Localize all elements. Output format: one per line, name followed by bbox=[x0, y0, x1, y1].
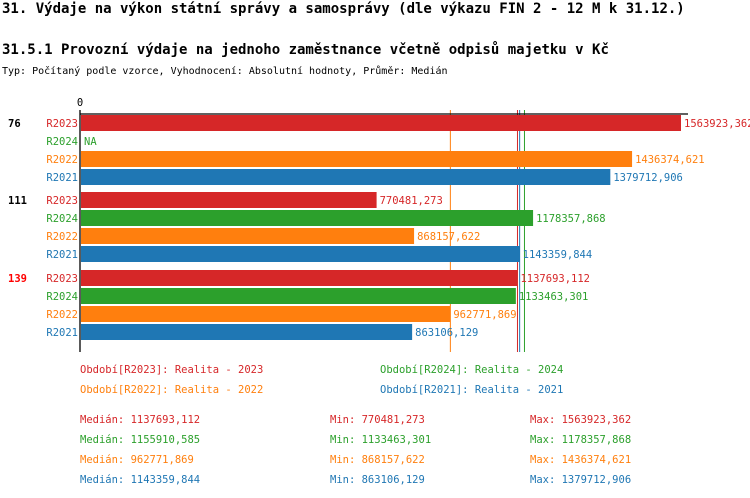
bar-R2021 bbox=[81, 324, 413, 340]
chart-subtitle: 31.5.1 Provozní výdaje na jednoho zaměst… bbox=[2, 42, 609, 58]
legend-item: Období[R2021]: Realita - 2021 bbox=[380, 384, 563, 396]
stat-max: Max: 1379712,906 bbox=[530, 474, 631, 486]
bar-R2021 bbox=[81, 169, 611, 185]
series-label: R2023 bbox=[46, 273, 78, 285]
data-label: 770481,273 bbox=[380, 195, 443, 207]
stat-min: Min: 770481,273 bbox=[330, 414, 425, 426]
page-title: 31. Výdaje na výkon státní správy a samo… bbox=[2, 1, 685, 17]
bar-R2024 bbox=[81, 288, 516, 304]
stat-min: Min: 1133463,301 bbox=[330, 434, 431, 446]
stat-max: Max: 1563923,362 bbox=[530, 414, 631, 426]
legend-item: Období[R2024]: Realita - 2024 bbox=[380, 364, 563, 376]
legend-item: Období[R2022]: Realita - 2022 bbox=[80, 384, 263, 396]
series-label: R2023 bbox=[46, 118, 78, 130]
bar-R2023 bbox=[81, 270, 518, 286]
bar-R2023 bbox=[81, 115, 681, 131]
data-label: NA bbox=[84, 136, 97, 148]
legend-item: Období[R2023]: Realita - 2023 bbox=[80, 364, 263, 376]
stat-median: Medián: 962771,869 bbox=[80, 454, 194, 466]
series-label: R2021 bbox=[46, 172, 78, 184]
data-label: 1133463,301 bbox=[519, 291, 589, 303]
bar-R2022 bbox=[81, 306, 451, 322]
series-label: R2021 bbox=[46, 249, 78, 261]
series-label: R2022 bbox=[46, 309, 78, 321]
data-label: 868157,622 bbox=[417, 231, 480, 243]
group-label: 76 bbox=[8, 118, 21, 130]
data-label: 1137693,112 bbox=[520, 273, 590, 285]
stat-median: Medián: 1143359,844 bbox=[80, 474, 200, 486]
series-label: R2024 bbox=[46, 213, 78, 225]
stat-max: Max: 1436374,621 bbox=[530, 454, 631, 466]
x-tick-label: 0 bbox=[77, 97, 83, 109]
series-label: R2024 bbox=[46, 291, 78, 303]
stat-median: Medián: 1155910,585 bbox=[80, 434, 200, 446]
data-label: 1379712,906 bbox=[613, 172, 683, 184]
bar-R2024 bbox=[81, 210, 534, 226]
series-label: R2021 bbox=[46, 327, 78, 339]
series-label: R2022 bbox=[46, 231, 78, 243]
group-label: 111 bbox=[8, 195, 27, 207]
series-label: R2022 bbox=[46, 154, 78, 166]
series-label: R2024 bbox=[46, 136, 78, 148]
chart-info: Typ: Počítaný podle vzorce, Vyhodnocení:… bbox=[2, 66, 448, 77]
data-label: 1436374,621 bbox=[635, 154, 705, 166]
data-label: 863106,129 bbox=[415, 327, 478, 339]
stat-min: Min: 868157,622 bbox=[330, 454, 425, 466]
bar-R2022 bbox=[81, 151, 633, 167]
bar-R2022 bbox=[81, 228, 415, 244]
stat-max: Max: 1178357,868 bbox=[530, 434, 631, 446]
bar-R2021 bbox=[81, 246, 520, 262]
series-label: R2023 bbox=[46, 195, 78, 207]
stat-median: Medián: 1137693,112 bbox=[80, 414, 200, 426]
data-label: 1563923,362 bbox=[684, 118, 750, 130]
data-label: 1143359,844 bbox=[523, 249, 593, 261]
bar-R2023 bbox=[81, 192, 377, 208]
group-label: 139 bbox=[8, 273, 27, 285]
data-label: 1178357,868 bbox=[536, 213, 606, 225]
stat-min: Min: 863106,129 bbox=[330, 474, 425, 486]
data-label: 962771,869 bbox=[453, 309, 516, 321]
